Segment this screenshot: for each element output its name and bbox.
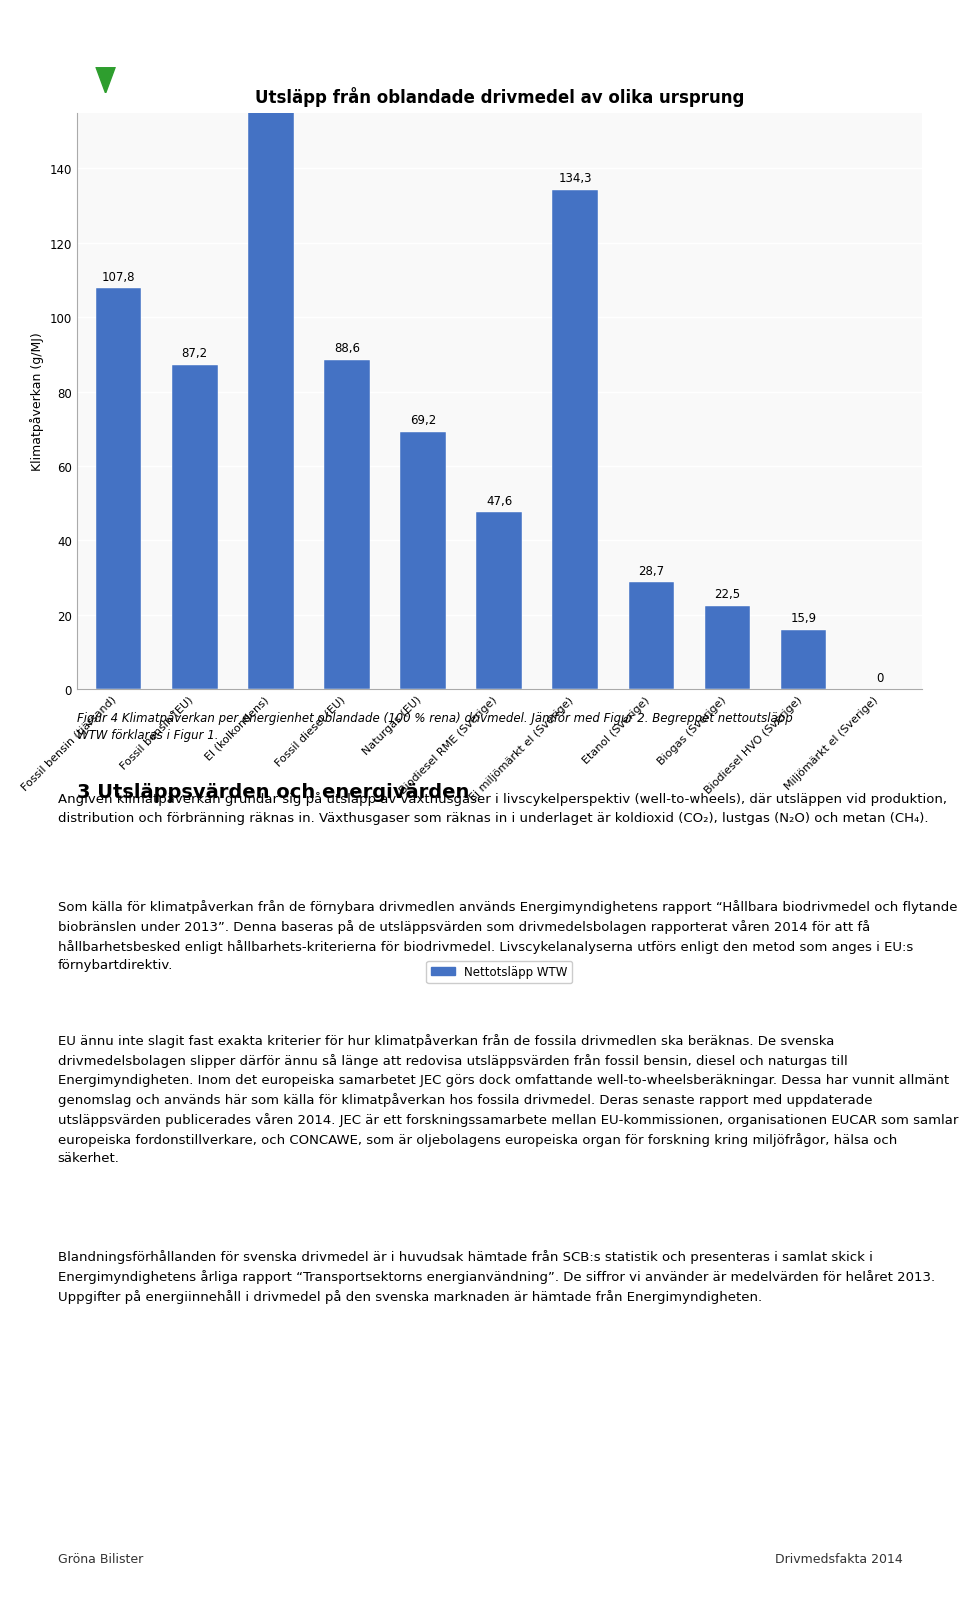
Text: 28,7: 28,7 (638, 565, 664, 578)
Text: 87,2: 87,2 (181, 347, 207, 360)
Text: 22,5: 22,5 (714, 588, 740, 601)
Text: GRÖNA BILISTER: GRÖNA BILISTER (57, 32, 212, 50)
Text: Som källa för klimatpåverkan från de förnybara drivmedlen används Energimyndighe: Som källa för klimatpåverkan från de för… (58, 899, 957, 972)
Bar (476, 513, 522, 690)
Text: 134,3: 134,3 (559, 172, 592, 185)
Title: Utsläpp från oblandade drivmedel av olika ursprung: Utsläpp från oblandade drivmedel av olik… (254, 86, 744, 107)
Y-axis label: Klimatpåverkan (g/MJ): Klimatpåverkan (g/MJ) (30, 333, 44, 471)
Text: Blandningsförhållanden för svenska drivmedel är i huvudsak hämtade från SCB:s st: Blandningsförhållanden för svenska drivm… (58, 1250, 935, 1303)
Text: Drivmedsfakta 2014: Drivmedsfakta 2014 (775, 1552, 902, 1565)
Bar (248, 0, 294, 690)
Text: 3 Utsläppsvärden och energivärden: 3 Utsläppsvärden och energivärden (77, 782, 469, 802)
Bar (400, 433, 446, 690)
Bar (172, 365, 218, 690)
Bar (780, 631, 827, 690)
Bar (629, 583, 674, 690)
Bar (705, 605, 751, 690)
Text: EU ännu inte slagit fast exakta kriterier för hur klimatpåverkan från de fossila: EU ännu inte slagit fast exakta kriterie… (58, 1034, 958, 1165)
Text: 107,8: 107,8 (102, 271, 135, 284)
Polygon shape (96, 68, 115, 94)
Bar (324, 360, 370, 690)
Legend: Nettotsläpp WTW: Nettotsläpp WTW (426, 961, 572, 984)
Text: Angiven klimatpåverkan grundar sig på utsläpp av växthusgaser i livscykelperspek: Angiven klimatpåverkan grundar sig på ut… (58, 792, 947, 824)
Text: 69,2: 69,2 (410, 414, 436, 427)
Text: 15,9: 15,9 (791, 612, 817, 625)
Text: Gröna Bilister: Gröna Bilister (58, 1552, 143, 1565)
Text: 0: 0 (876, 672, 883, 685)
Text: 88,6: 88,6 (334, 342, 360, 355)
Text: Figur 4 Klimatpåverkan per energienhet oblandade (100 % rena) drivmedel. Jämför : Figur 4 Klimatpåverkan per energienhet o… (77, 711, 793, 742)
Bar (552, 190, 598, 690)
Text: 47,6: 47,6 (486, 495, 513, 508)
Bar (96, 289, 141, 690)
